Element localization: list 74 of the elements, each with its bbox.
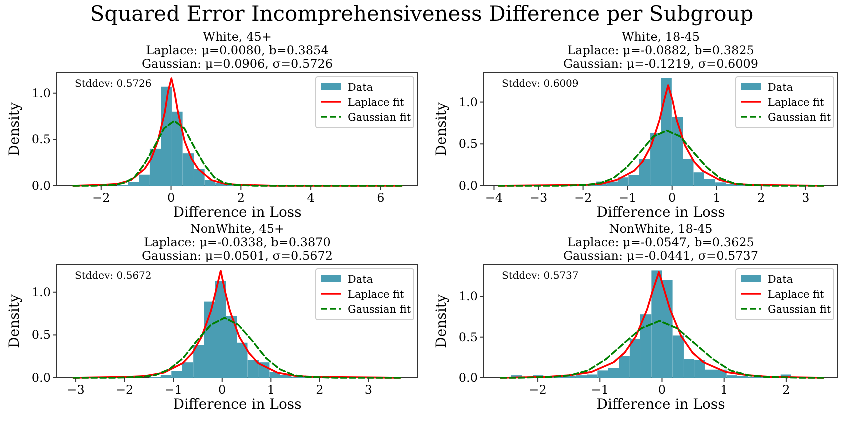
- y-axis-title: Density: [434, 102, 450, 156]
- y-tick-label: 1.0: [32, 285, 51, 300]
- annotation: Stddev: 0.6009: [502, 79, 579, 90]
- x-tick-label: 2: [237, 191, 245, 205]
- chart-subtitle: Laplace: μ=-0.0547, b=0.3625 Gaussian: μ=-0.0441, σ=0.5737: [563, 236, 759, 263]
- legend-label: Laplace fit: [348, 289, 406, 301]
- x-tick-label: −3: [530, 191, 548, 205]
- x-tick-label: −4: [485, 191, 504, 205]
- y-tick-label: 0.5: [458, 137, 478, 152]
- chart-title: White, 18-45: [622, 30, 700, 44]
- legend-label: Data: [768, 82, 794, 94]
- x-tick-label: 3: [364, 383, 373, 397]
- legend-label: Data: [768, 274, 794, 286]
- chart-subtitle: Laplace: μ=-0.0882, b=0.3825 Gaussian: μ=-0.1219, σ=0.6009: [563, 44, 759, 71]
- legend-label: Laplace fit: [768, 289, 826, 301]
- y-tick-label: 0.5: [32, 328, 51, 342]
- y-tick-label: 0.0: [32, 179, 51, 193]
- legend-label: Laplace fit: [768, 97, 826, 109]
- x-tick-label: −2: [574, 191, 592, 205]
- x-tick-label: 6: [377, 191, 385, 205]
- legend-label: Laplace fit: [348, 97, 406, 109]
- legend-label: Gaussian fit: [348, 112, 412, 124]
- line-series: [72, 120, 403, 187]
- y-tick-label: 1.0: [32, 86, 51, 100]
- x-tick-label: 0: [668, 191, 676, 205]
- x-tick-label: −2: [529, 383, 547, 397]
- x-tick-label: 1: [267, 383, 275, 397]
- line-series: [498, 130, 825, 187]
- legend-label: Gaussian fit: [348, 304, 412, 316]
- y-tick-label: 0.5: [458, 330, 478, 344]
- x-tick-label: −1: [618, 191, 637, 205]
- legend-label: Gaussian fit: [768, 304, 832, 316]
- line-series: [500, 320, 825, 379]
- text: Squared Error Incomprehensiveness Difference per Subgroup: [90, 2, 754, 26]
- y-axis-title: Density: [434, 294, 450, 348]
- x-tick-label: 2: [782, 383, 790, 397]
- chart-title: NonWhite, 18-45: [609, 222, 713, 236]
- x-tick-label: 2: [758, 191, 766, 205]
- x-tick-label: −2: [116, 383, 134, 397]
- y-tick-label: 1.0: [458, 95, 478, 110]
- y-axis-title: Density: [7, 102, 23, 156]
- chart-title: White, 45+: [203, 30, 272, 44]
- y-tick-label: 0.0: [458, 179, 478, 193]
- annotation: Stddev: 0.5726: [75, 79, 152, 90]
- annotation: Stddev: 0.5672: [75, 271, 152, 282]
- line-series: [72, 317, 402, 379]
- x-axis-title: Difference in Loss: [596, 205, 726, 221]
- x-tick-label: −3: [67, 383, 85, 397]
- x-axis-title: Difference in Loss: [173, 397, 302, 413]
- x-axis-title: Difference in Loss: [596, 397, 726, 413]
- x-tick-label: 0: [167, 191, 176, 205]
- x-tick-label: 0: [658, 383, 666, 397]
- x-tick-label: −1: [591, 383, 609, 397]
- x-tick-label: −1: [164, 383, 182, 397]
- chart-subtitle: Laplace: μ=0.0080, b=0.3854 Gaussian: μ=0.0906, σ=0.5726: [142, 44, 334, 71]
- legend-label: Gaussian fit: [768, 112, 832, 124]
- y-tick-label: 1.0: [458, 290, 478, 304]
- x-tick-label: 4: [307, 191, 316, 205]
- x-tick-label: 0: [218, 383, 226, 397]
- x-axis-title: Difference in Loss: [173, 205, 302, 221]
- chart-title: NonWhite, 45+: [190, 222, 285, 236]
- annotation: Stddev: 0.5737: [502, 271, 579, 282]
- y-tick-label: 0.5: [32, 132, 51, 147]
- y-axis-title: Density: [7, 294, 23, 348]
- x-tick-label: 3: [802, 191, 810, 205]
- y-tick-label: 0.0: [458, 371, 478, 385]
- y-tick-label: 0.0: [32, 371, 51, 385]
- chart-subtitle: Laplace: μ=-0.0338, b=0.3870 Gaussian: μ=0.0501, σ=0.5672: [142, 236, 334, 263]
- x-tick-label: −2: [92, 191, 110, 205]
- legend-label: Data: [348, 82, 374, 94]
- x-tick-label: 1: [720, 383, 728, 397]
- x-tick-label: 1: [713, 191, 721, 205]
- x-tick-label: 2: [316, 383, 324, 397]
- legend-label: Data: [348, 274, 374, 286]
